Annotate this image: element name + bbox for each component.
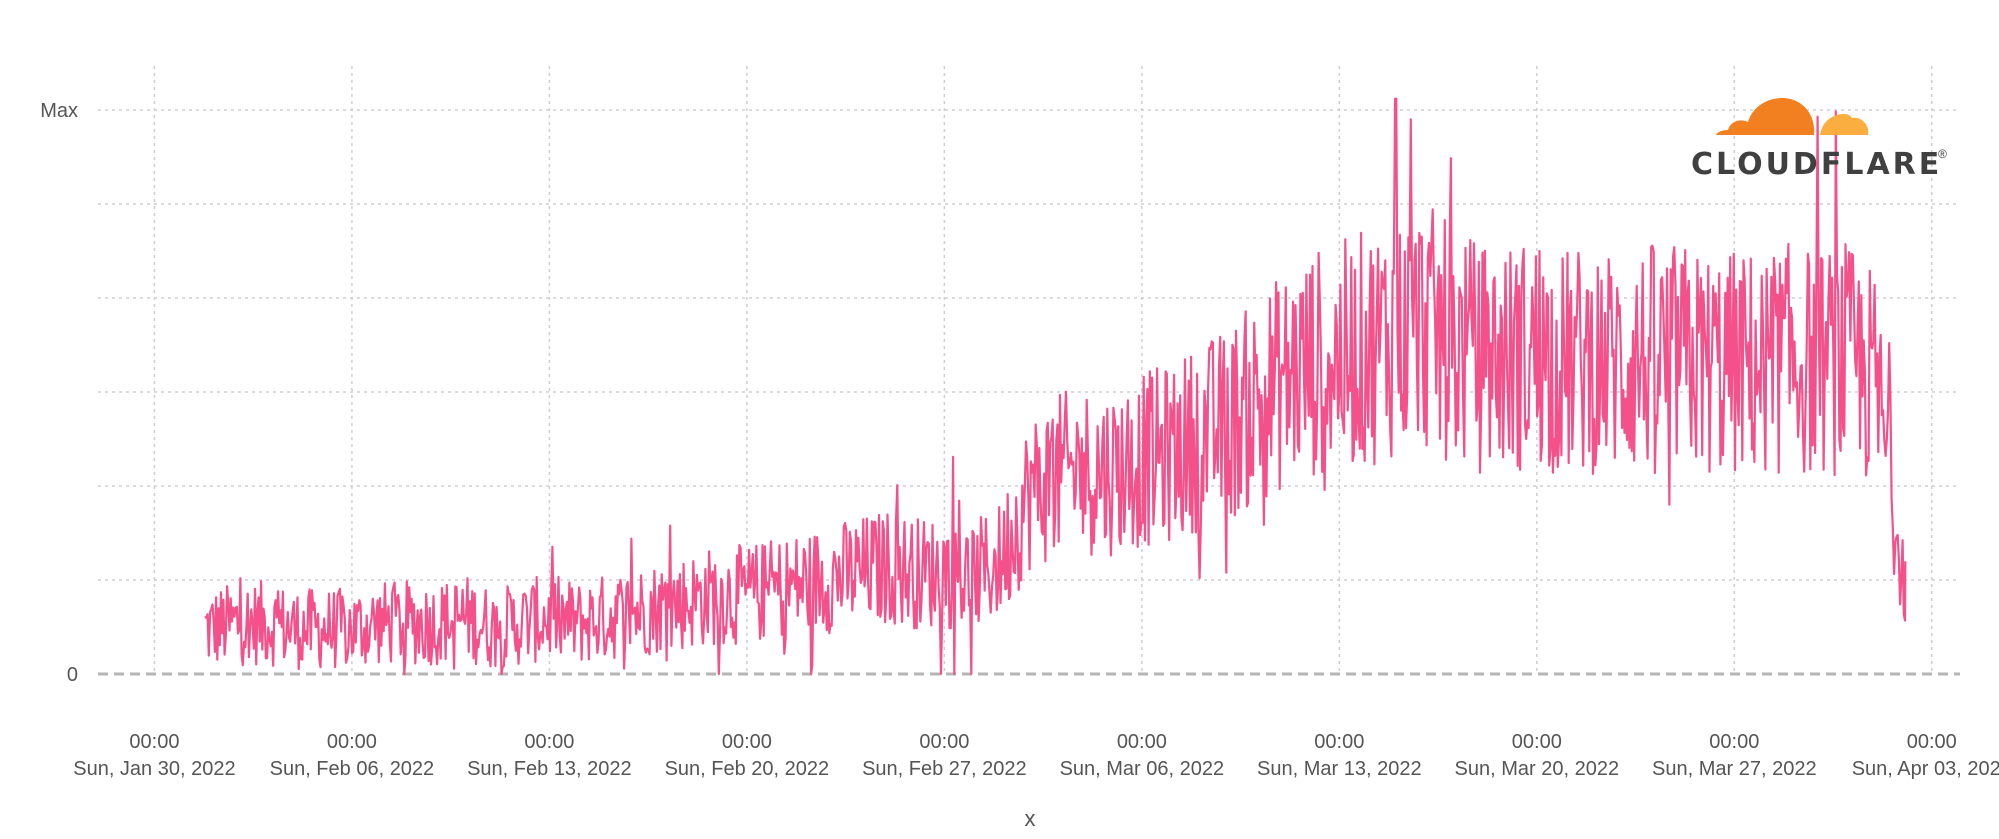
y-axis: 0 Max <box>40 100 78 686</box>
y-tick-label: 0 <box>67 664 78 686</box>
y-tick-label: Max <box>40 100 78 122</box>
cloud-icon <box>1716 98 1869 135</box>
x-tick-date: Sun, Mar 06, 2022 <box>1060 758 1225 780</box>
x-tick-time: 00:00 <box>1117 731 1167 753</box>
registered-mark: ® <box>1938 147 1947 161</box>
x-tick-date: Sun, Feb 06, 2022 <box>270 758 435 780</box>
x-tick-date: Sun, Mar 20, 2022 <box>1455 758 1620 780</box>
x-tick-time: 00:00 <box>919 731 969 753</box>
x-tick-date: Sun, Feb 13, 2022 <box>467 758 632 780</box>
x-tick-time: 00:00 <box>327 731 377 753</box>
x-tick-time: 00:00 <box>129 731 179 753</box>
x-tick-date: Sun, Feb 20, 2022 <box>665 758 830 780</box>
series-line <box>204 97 1907 676</box>
x-tick-date: Sun, Mar 13, 2022 <box>1257 758 1422 780</box>
x-tick-time: 00:00 <box>1512 731 1562 753</box>
cloudflare-logo: CLOUDFLARE ® <box>1691 98 1947 182</box>
x-axis-title: x <box>1025 806 1036 831</box>
x-tick-time: 00:00 <box>524 731 574 753</box>
x-tick-time: 00:00 <box>1907 731 1957 753</box>
x-tick-date: Sun, Mar 27, 2022 <box>1652 758 1817 780</box>
x-tick-date: Sun, Feb 27, 2022 <box>862 758 1027 780</box>
x-tick-time: 00:00 <box>722 731 772 753</box>
x-tick-time: 00:00 <box>1314 731 1364 753</box>
x-tick-time: 00:00 <box>1709 731 1759 753</box>
x-tick-date: Sun, Apr 03, 2022 <box>1852 758 1999 780</box>
x-axis: 00:00 Sun, Jan 30, 2022 00:00 Sun, Feb 06, … <box>73 731 1999 780</box>
x-tick-date: Sun, Jan 30, 2022 <box>73 758 235 780</box>
series-layer <box>204 97 1907 676</box>
cloudflare-wordmark: CLOUDFLARE <box>1691 147 1942 182</box>
